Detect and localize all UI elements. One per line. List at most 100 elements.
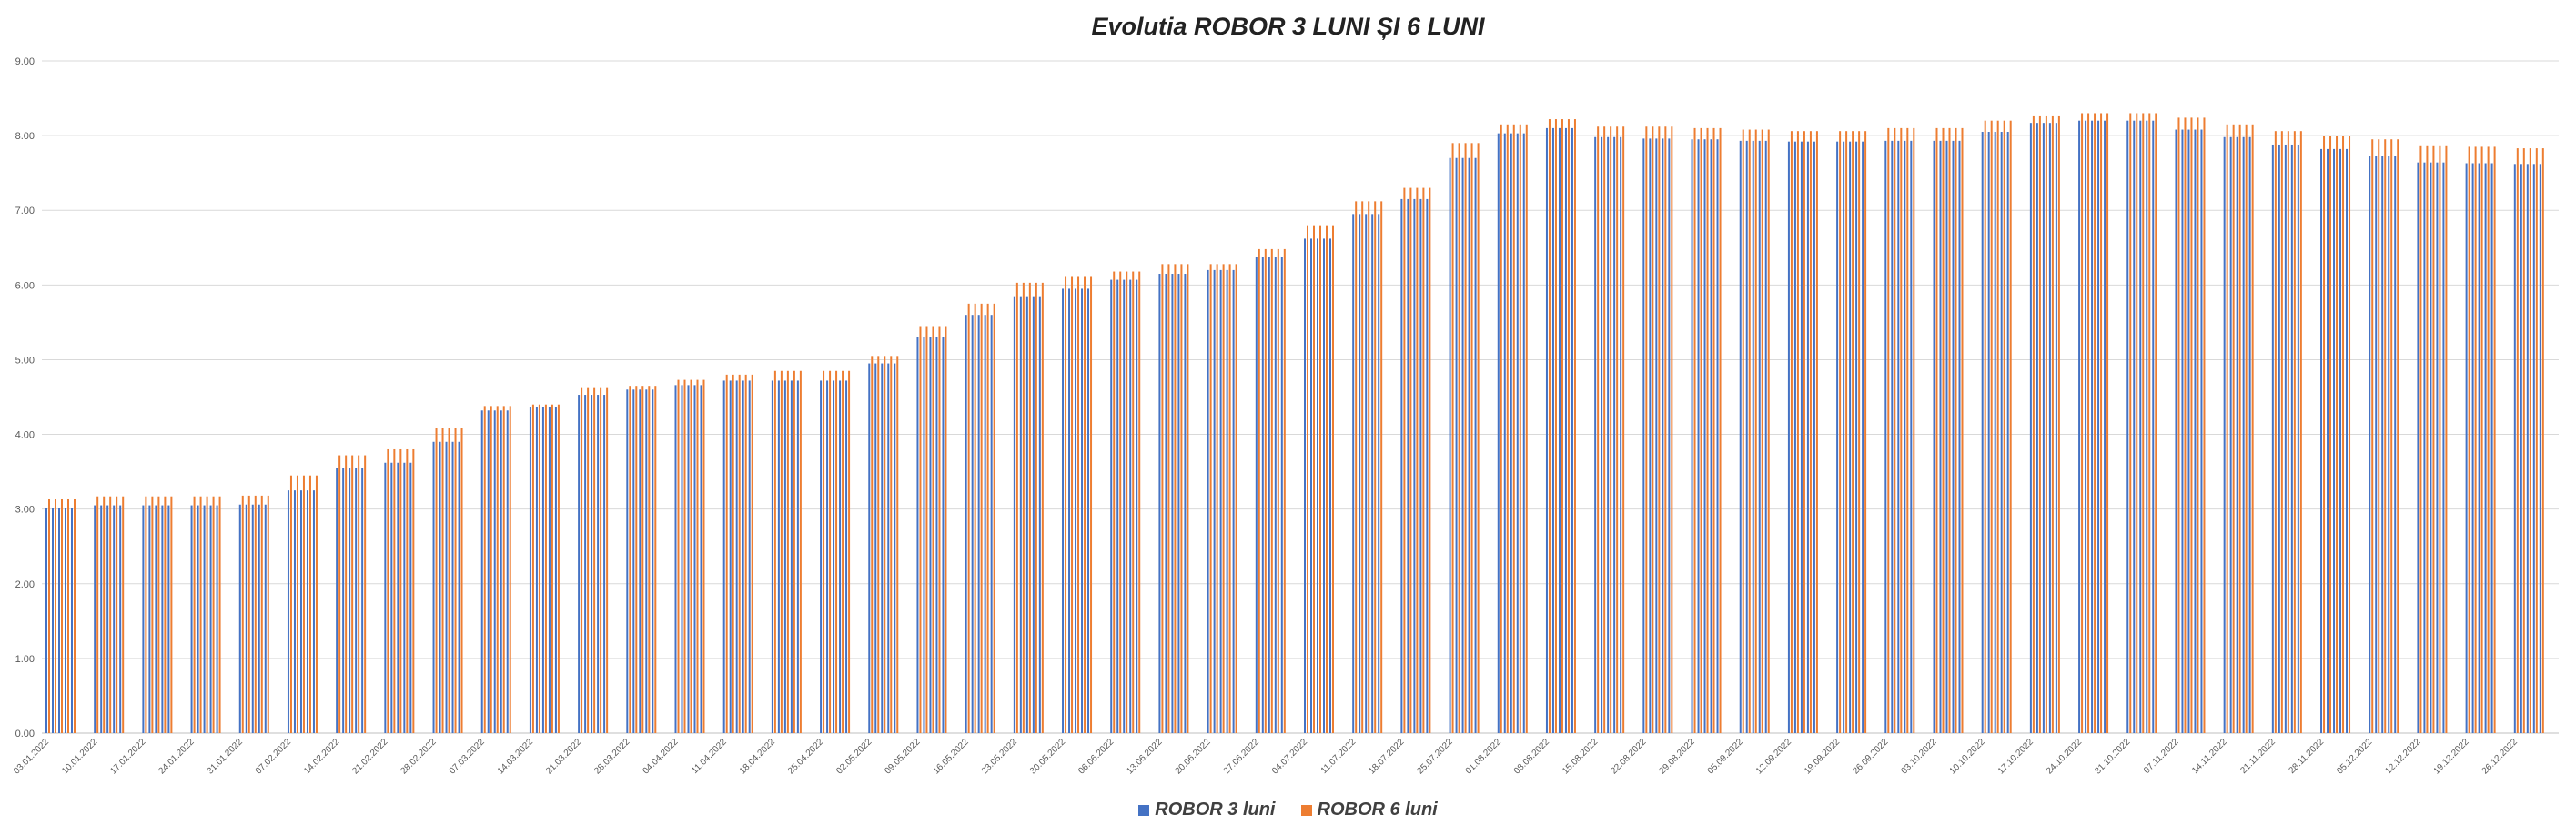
bar-robor-6 [2274,131,2277,733]
bar-robor-6 [1645,126,1648,733]
bar-robor-3 [1207,269,1209,733]
bar-robor-3 [971,315,974,733]
x-tick-label: 28.11.2022 [2288,737,2327,776]
bar-robor-3 [500,410,502,733]
bar-robor-3 [1323,238,1325,733]
bar-robor-6 [1228,264,1231,733]
bar-robor-3 [2333,148,2336,733]
bar-robor-6 [364,455,367,733]
bar-robor-3 [287,490,289,733]
bar-robor-3 [342,468,345,733]
bar-robor-3 [541,407,544,733]
bar-robor-6 [2474,146,2477,733]
bar-robor-3 [1123,279,1126,733]
bar-robor-6 [1761,129,1763,733]
bar-robor-3 [693,385,696,733]
bar-robor-3 [1952,140,1955,733]
bar-robor-3 [977,315,980,733]
x-tick-label: 28.03.2022 [592,737,631,776]
bar-robor-6 [2203,117,2206,734]
bar-robor-3 [965,315,967,733]
bar-robor-3 [1503,133,1506,734]
bar-robor-3 [190,505,193,733]
x-tick-label: 14.11.2022 [2190,737,2229,776]
bar-robor-6 [1803,131,1805,733]
bar-robor-6 [2197,117,2199,734]
bar-robor-3 [1862,141,1864,733]
bar-robor-6 [308,475,311,733]
bar-robor-6 [1409,187,1412,734]
bar-robor-3 [1813,141,1815,733]
bar-robor-6 [1470,143,1473,734]
bar-robor-3 [887,363,890,733]
bar-robor-6 [1942,127,1945,733]
bar-robor-3 [493,410,496,733]
bar-robor-6 [945,326,947,733]
bar-robor-6 [2299,131,2302,733]
bar-robor-3 [1116,279,1119,733]
bar-robor-6 [1258,248,1260,733]
bar-robor-6 [799,370,802,733]
bar-robor-3 [1158,274,1161,733]
bar-robor-6 [1796,131,1799,733]
bar-robor-6 [2280,131,2283,733]
bar-robor-6 [2445,145,2448,734]
x-tick-label: 12.12.2022 [2383,737,2422,776]
bar-robor-3 [1564,127,1567,733]
bar-robor-3 [2290,144,2293,733]
bar-robor-6 [2142,113,2145,733]
bar-robor-3 [777,380,780,733]
y-tick-label: 2.00 [15,579,35,590]
bar-robor-6 [2087,113,2090,733]
bar-robor-6 [1403,187,1406,734]
bar-robor-3 [1981,132,1984,733]
bar-robor-6 [2245,124,2248,734]
x-tick-label: 17.10.2022 [1996,737,2036,776]
bar-robor-6 [1603,126,1606,733]
bar-robor-6 [1742,129,1744,733]
bar-robor-6 [2480,146,2483,733]
bar-robor-3 [535,407,538,733]
x-tick-label: 31.10.2022 [2093,737,2132,776]
bar-robor-6 [993,303,995,733]
x-tick-label: 08.08.2022 [1512,737,1551,776]
x-tick-label: 10.10.2022 [1948,737,1987,776]
bar-robor-3 [2394,156,2397,733]
bar-robor-6 [1332,225,1334,734]
legend-item-robor-3: ROBOR 3 luni [1138,800,1276,820]
bar-robor-6 [96,496,99,733]
bar-robor-6 [835,370,838,733]
bar-robor-3 [403,462,406,733]
bar-robor-6 [2535,148,2538,733]
bar-robor-6 [1561,119,1563,734]
bar-robor-3 [390,462,393,733]
bar-robor-6 [2287,131,2289,733]
bar-robor-3 [245,504,247,733]
bar-robor-6 [1864,131,1867,733]
bar-robor-3 [2048,123,2051,733]
bar-robor-6 [2293,131,2296,733]
bar-robor-6 [2493,146,2496,733]
bar-robor-6 [829,370,832,733]
bar-robor-6 [199,496,202,733]
bar-robor-3 [94,505,96,733]
bar-robor-6 [538,404,540,733]
bar-robor-6 [890,356,893,733]
bar-robor-3 [506,410,509,733]
bar-robor-3 [1958,140,1961,733]
bar-robor-3 [299,490,302,733]
bar-robor-6 [1180,264,1183,733]
bar-robor-6 [1839,131,1842,733]
bar-robor-6 [2190,117,2193,734]
bar-robor-6 [2148,113,2151,733]
x-tick-label: 14.02.2022 [302,737,341,776]
bar-robor-3 [1793,141,1796,733]
bar-robor-3 [1545,127,1548,733]
bar-robor-6 [241,495,244,733]
bar-robor-6 [218,496,221,733]
bar-robor-3 [826,380,829,733]
bar-robor-3 [990,315,993,733]
bar-robor-6 [1622,126,1625,733]
bar-robor-3 [1219,269,1222,733]
bar-robor-6 [393,448,396,733]
